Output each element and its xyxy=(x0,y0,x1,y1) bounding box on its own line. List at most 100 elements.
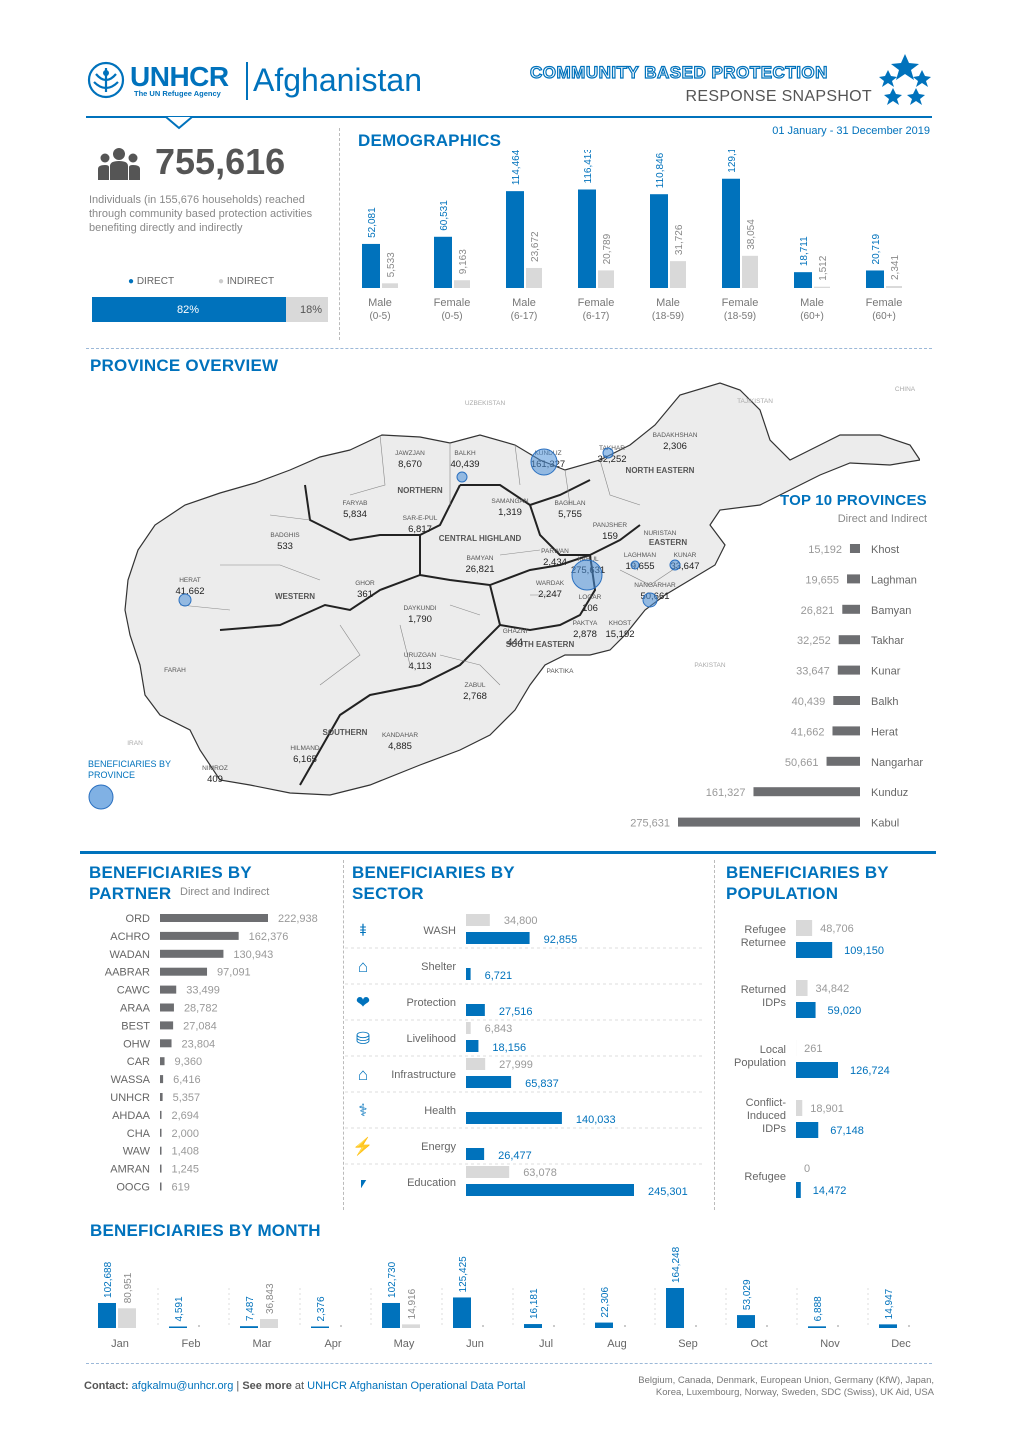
top10-value-label: 41,662 xyxy=(791,726,825,738)
province-value-label: 444 xyxy=(507,637,523,648)
partner-value-label: 23,804 xyxy=(182,1038,216,1050)
legend-direct-label: DIRECT xyxy=(136,276,175,287)
top10-name-label: Herat xyxy=(871,726,898,738)
month-direct-label: 7,487 xyxy=(245,1296,256,1321)
population-name-label: Conflict- xyxy=(746,1097,787,1109)
population-direct-label: 67,148 xyxy=(830,1125,864,1137)
partner-value-label: 619 xyxy=(172,1182,190,1194)
legend-direct: ● DIRECT xyxy=(128,276,175,287)
partner-name-label: AHDAA xyxy=(112,1110,151,1122)
province-value-label: 41,662 xyxy=(175,586,204,597)
sector-name-label: Education xyxy=(407,1177,456,1189)
province-name-label: GHAZNI xyxy=(503,628,528,635)
month-name-label: Jan xyxy=(111,1338,129,1350)
demo-indirect-bar xyxy=(382,283,398,288)
demo-group-label: Male xyxy=(368,297,392,309)
province-bubbles xyxy=(178,447,681,608)
demo-indirect-label: 5,533 xyxy=(386,252,397,277)
demo-direct-bar xyxy=(722,178,740,288)
province-name-label: KANDAHAR xyxy=(382,732,418,739)
top10-value-label: 26,821 xyxy=(801,605,835,617)
partner-value-label: 2,000 xyxy=(172,1128,200,1140)
month-indirect-bar xyxy=(260,1319,278,1328)
month-direct-bar xyxy=(879,1324,897,1328)
population-name-label: IDPs xyxy=(762,997,786,1009)
province-name-label: BADAKHSHAN xyxy=(653,432,698,439)
top10-bar xyxy=(678,817,860,827)
month-direct-label: 16,181 xyxy=(529,1288,540,1319)
partner-name-label: WADAN xyxy=(109,949,150,961)
province-name-label: BADGHIS xyxy=(270,532,300,539)
top10-value-label: 275,631 xyxy=(630,818,670,830)
top10-chart: 15,192 Khost 19,655 Laghman 26,821 Bamyan 32,2… xyxy=(630,544,923,830)
report-subtitle: RESPONSE SNAPSHOT xyxy=(685,88,872,105)
population-title-line2: POPULATION xyxy=(726,884,839,903)
bubble-kunduz xyxy=(530,448,558,476)
population-direct-label: 109,150 xyxy=(844,945,884,957)
partner-bar xyxy=(160,1093,163,1101)
month-name-label: Apr xyxy=(324,1338,341,1350)
contact-email-link[interactable]: afgkalmu@unhcr.org xyxy=(131,1380,234,1392)
partner-value-label: 130,943 xyxy=(233,949,273,961)
partner-name-label: CAWC xyxy=(117,985,150,997)
sector-direct-label: 140,033 xyxy=(576,1114,616,1126)
demo-direct-label: 18,711 xyxy=(799,236,810,266)
demo-indirect-bar xyxy=(670,261,686,288)
population-indirect-bar xyxy=(796,1100,803,1116)
province-value-label: 2,306 xyxy=(663,441,687,452)
month-direct-bar xyxy=(169,1326,187,1328)
province-name-label: HERAT xyxy=(179,577,201,584)
footer-contact: Contact: afgkalmu@unhcr.org | See more a… xyxy=(84,1380,525,1392)
province-value-label: 4,113 xyxy=(408,661,431,672)
unhcr-emblem-icon xyxy=(87,61,125,99)
partner-bar xyxy=(160,1164,162,1173)
demo-indirect-label: 1,512 xyxy=(818,255,829,280)
sector-name-label: WASH xyxy=(423,925,456,937)
demo-direct-bar xyxy=(362,243,380,288)
partner-value-label: 5,357 xyxy=(173,1092,201,1104)
month-direct-label: 6,888 xyxy=(813,1296,824,1321)
month-indirect-zero-dot xyxy=(766,1325,768,1327)
partner-value-label: 2,694 xyxy=(172,1110,200,1122)
population-indirect-bar xyxy=(796,920,813,936)
direct-share-bar xyxy=(92,297,286,322)
province-value-label: 361 xyxy=(357,589,373,600)
demo-indirect-label: 38,054 xyxy=(746,219,757,250)
total-beneficiaries: 755,616 xyxy=(155,141,286,182)
data-portal-link[interactable]: UNHCR Afghanistan Operational Data Porta… xyxy=(307,1380,526,1392)
month-direct-bar xyxy=(666,1288,684,1328)
energy-icon: ⚡ xyxy=(352,1136,373,1157)
partner-name-label: ORD xyxy=(126,913,151,925)
demo-indirect-label: 9,163 xyxy=(458,249,469,274)
population-direct-label: 126,724 xyxy=(850,1065,890,1077)
month-direct-label: 22,306 xyxy=(600,1287,611,1318)
month-indirect-label: 14,916 xyxy=(407,1288,418,1319)
month-name-label: Oct xyxy=(750,1338,767,1350)
month-indirect-zero-dot xyxy=(553,1325,555,1327)
month-name-label: Jul xyxy=(539,1338,553,1350)
top10-name-label: Balkh xyxy=(871,696,899,708)
province-title: PROVINCE OVERVIEW xyxy=(90,356,279,375)
country-name: Afghanistan xyxy=(253,62,423,98)
population-name-label: IDPs xyxy=(762,1123,786,1135)
month-direct-bar xyxy=(311,1326,329,1328)
demo-group-label: Female xyxy=(866,297,903,309)
demo-age-label: (18-59) xyxy=(724,311,756,322)
top10-title: TOP 10 PROVINCES xyxy=(780,492,927,509)
country-label: PAKISTAN xyxy=(694,662,725,669)
partner-name-label: OOCG xyxy=(116,1182,150,1194)
province-name-label: NANGARHAR xyxy=(634,582,676,589)
unhcr-logo: UNHCR The UN Refugee Agency xyxy=(84,60,244,102)
province-name-label: PAKTIKA xyxy=(547,668,575,675)
sector-name-label: Energy xyxy=(421,1141,456,1153)
province-name-label: NIMROZ xyxy=(202,765,228,772)
month-direct-label: 53,029 xyxy=(742,1279,753,1310)
province-name-label: JAWZJAN xyxy=(395,450,425,457)
province-name-label: GHOR xyxy=(355,580,375,587)
demo-indirect-label: 23,672 xyxy=(530,231,541,262)
sector-direct-bar xyxy=(466,968,471,980)
partner-name-label: WAW xyxy=(123,1146,151,1158)
demo-direct-bar xyxy=(866,270,884,288)
partner-title-line2: PARTNER xyxy=(89,884,172,903)
demo-direct-label: 110,846 xyxy=(655,152,666,188)
